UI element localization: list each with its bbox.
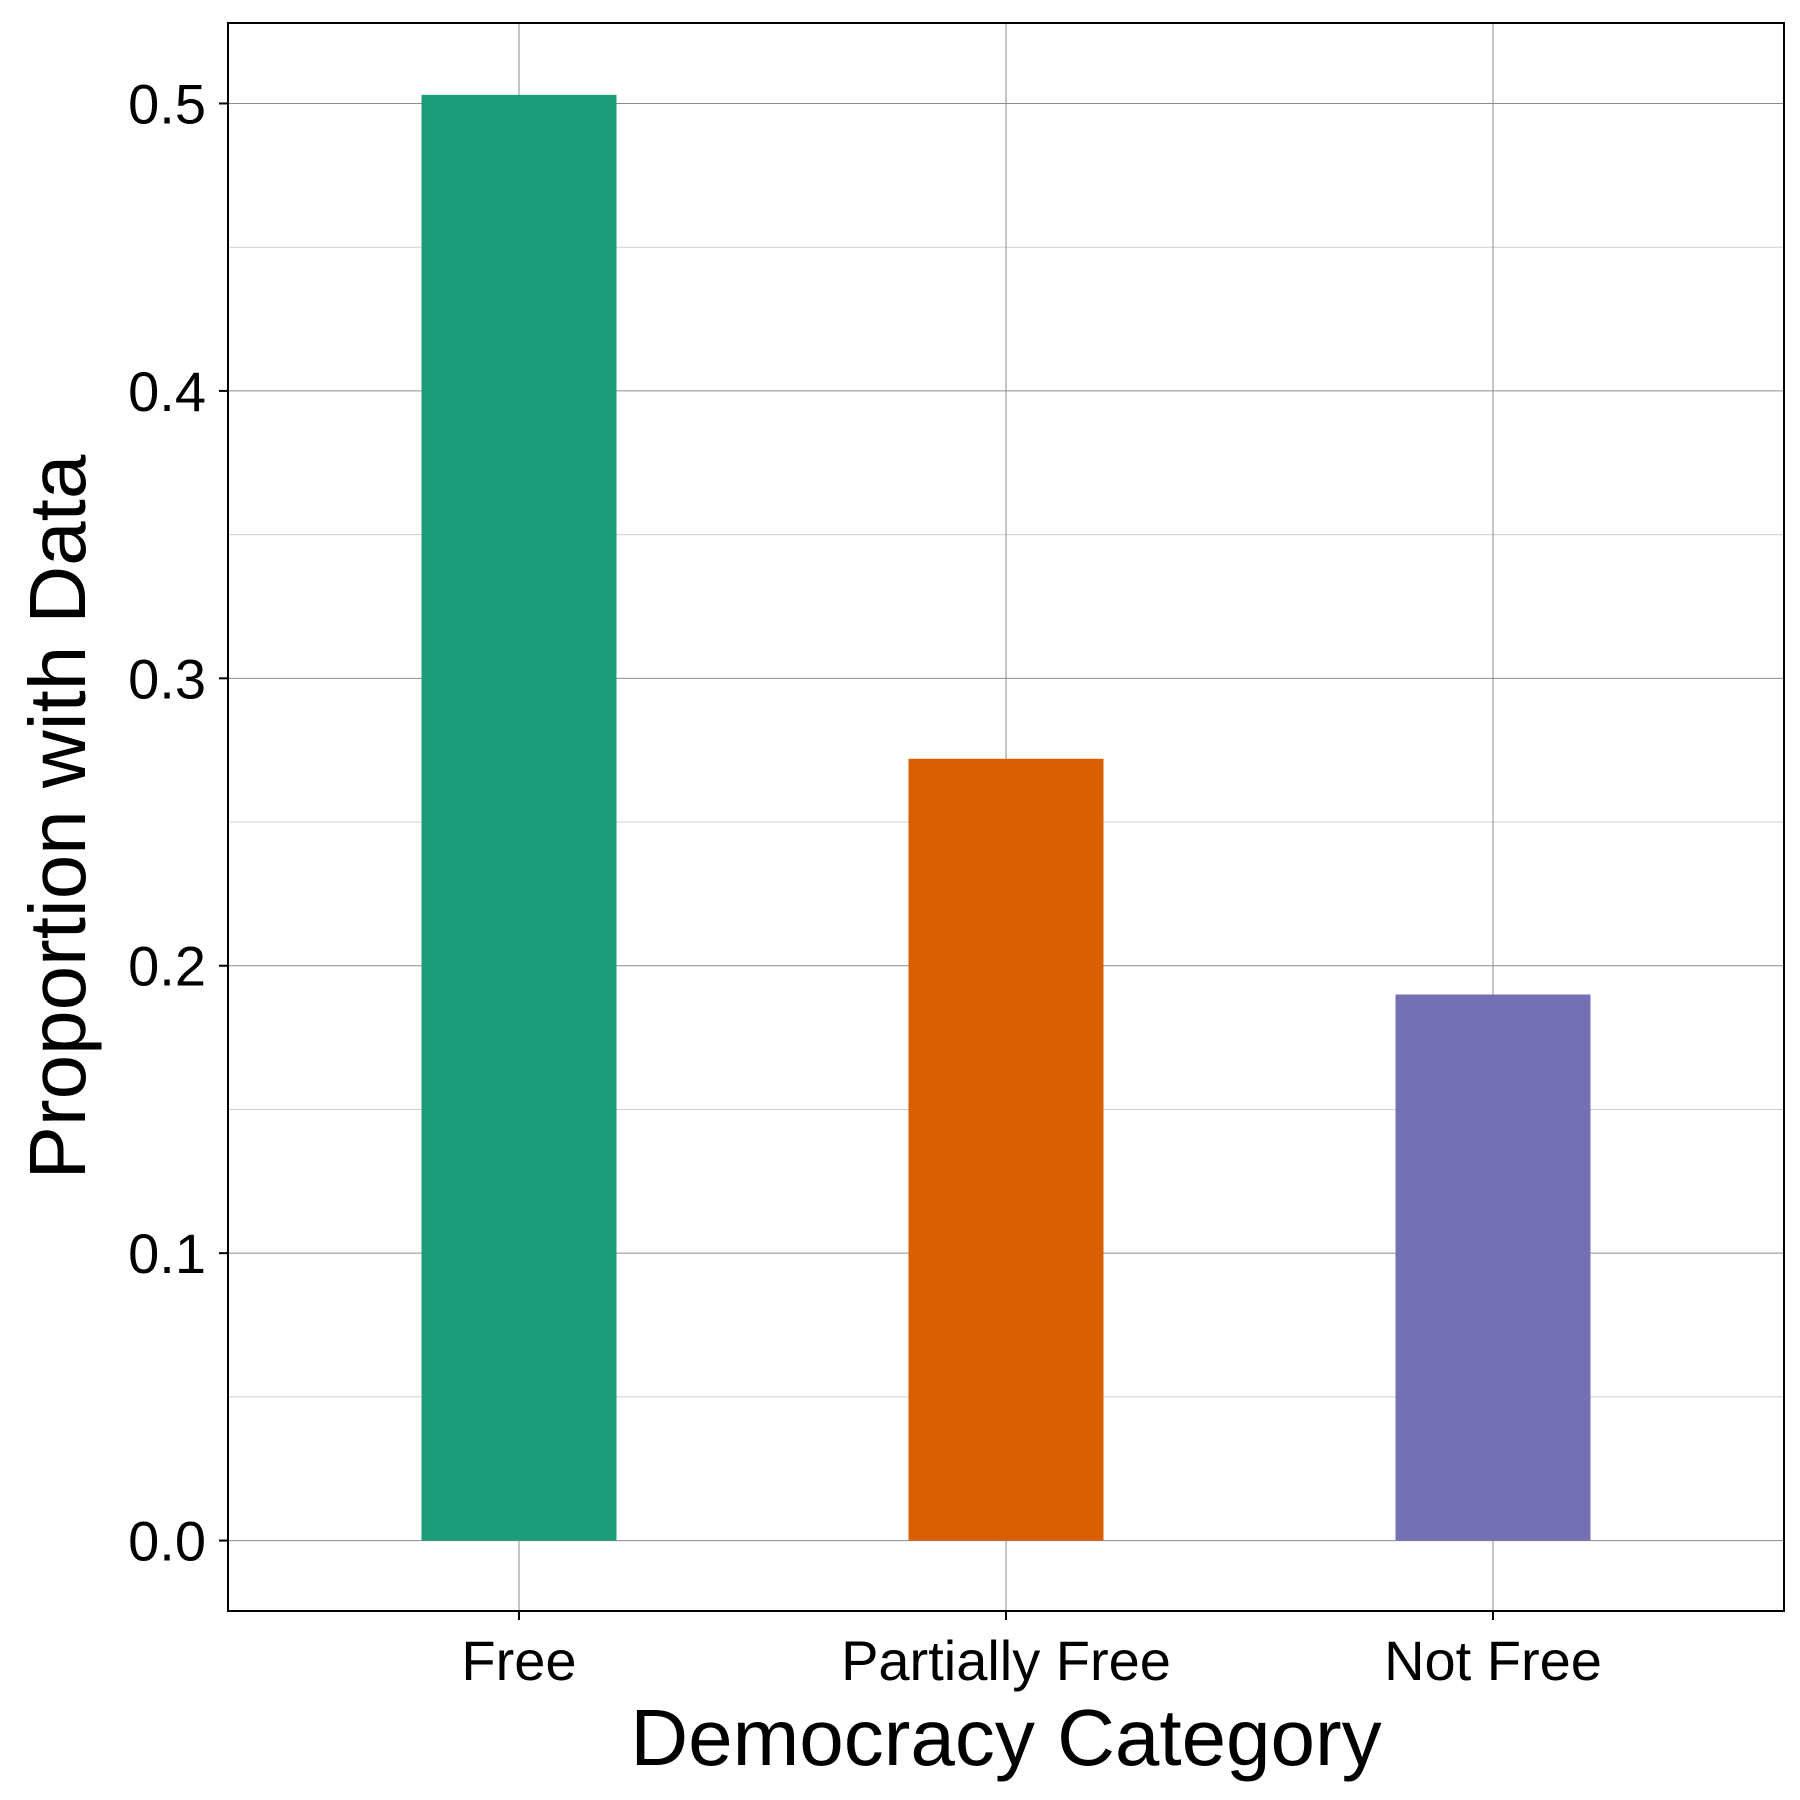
y-tick-label: 0.0 <box>128 1510 206 1573</box>
y-tick-label: 0.1 <box>128 1222 206 1285</box>
y-tick-label: 0.3 <box>128 647 206 710</box>
y-axis-ticks: 0.0 0.1 0.2 0.3 0.4 0.5 <box>128 72 228 1573</box>
bars <box>421 94 1591 1541</box>
y-tick-label: 0.2 <box>128 935 206 998</box>
x-axis-title: Democracy Category <box>630 1693 1381 1782</box>
y-tick-label: 0.5 <box>128 72 206 135</box>
y-tick-label: 0.4 <box>128 360 206 423</box>
bar-free <box>421 94 617 1541</box>
bar-not-free <box>1395 994 1591 1541</box>
x-axis-ticks: Free Partially Free Not Free <box>461 1611 1602 1692</box>
x-tick-label: Free <box>461 1629 576 1692</box>
y-axis-title: Proportion with Data <box>13 454 102 1179</box>
bar-partially-free <box>908 758 1104 1541</box>
x-tick-label: Partially Free <box>841 1629 1171 1692</box>
x-tick-label: Not Free <box>1384 1629 1602 1692</box>
